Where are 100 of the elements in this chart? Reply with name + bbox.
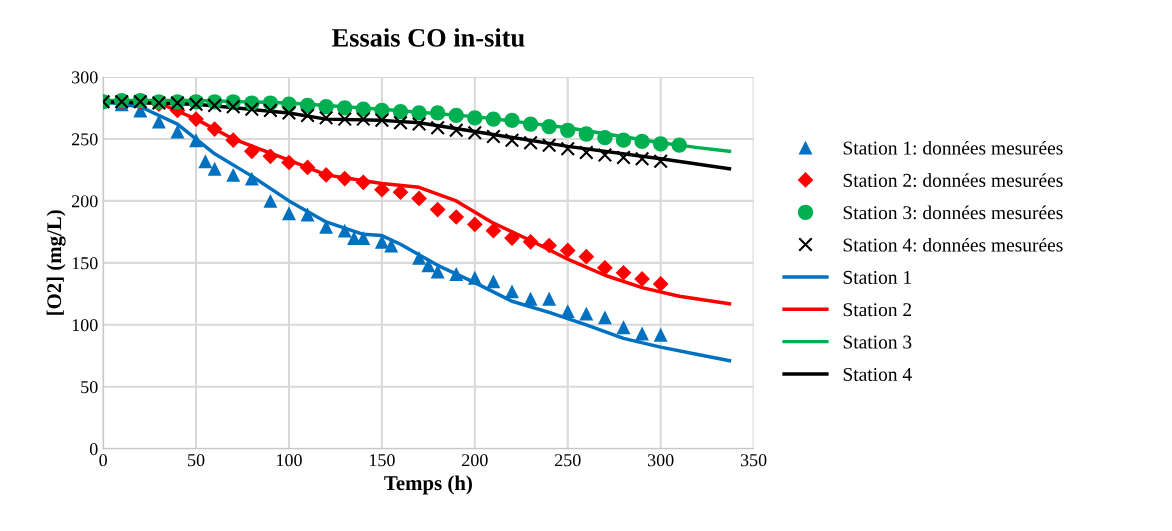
x-tick-label: 250	[555, 454, 581, 467]
point	[355, 174, 372, 191]
legend-label: Station 3: données mesurées	[843, 205, 1063, 220]
point	[616, 150, 631, 165]
point	[207, 98, 222, 113]
chart-title: Essais CO in-situ	[332, 28, 525, 47]
point	[262, 148, 279, 165]
point	[504, 112, 520, 128]
point	[449, 267, 464, 281]
point	[466, 216, 483, 233]
point	[522, 116, 539, 132]
point	[263, 103, 278, 118]
point	[374, 113, 390, 128]
point	[411, 116, 427, 132]
point	[671, 137, 687, 153]
legend-label: Station 1	[843, 270, 911, 284]
point	[281, 154, 297, 171]
point	[523, 291, 538, 306]
point	[188, 111, 204, 127]
legend-label: Station 4: données mesurées	[843, 237, 1063, 252]
point	[579, 145, 594, 160]
point	[559, 242, 576, 259]
point	[615, 132, 632, 148]
point	[281, 105, 297, 121]
point	[244, 101, 260, 117]
point	[448, 122, 464, 138]
point	[430, 120, 445, 136]
point	[634, 133, 650, 150]
x-tick-label: 300	[647, 454, 674, 467]
point	[504, 132, 520, 148]
point	[616, 320, 631, 335]
x-tick-label: 350	[740, 454, 767, 467]
point	[207, 161, 222, 176]
point	[597, 147, 613, 163]
x-tick-label: 100	[277, 454, 302, 467]
point	[579, 306, 594, 321]
point	[263, 193, 278, 208]
point	[189, 133, 203, 148]
x-tick-label: 200	[462, 454, 488, 467]
point	[336, 170, 353, 187]
point	[356, 231, 371, 246]
point	[393, 115, 408, 131]
point	[282, 206, 296, 221]
point	[430, 105, 446, 121]
legend-label: Station 1: données mesurées	[843, 140, 1063, 155]
point	[542, 291, 557, 306]
x-axis-title: Temps (h)	[384, 475, 472, 495]
point	[505, 284, 519, 299]
point	[356, 111, 371, 127]
point	[541, 118, 557, 135]
point	[411, 105, 427, 121]
legend-label: Station 2	[843, 303, 912, 317]
point	[411, 190, 427, 207]
point	[225, 132, 242, 149]
point	[560, 122, 576, 138]
point	[299, 97, 316, 114]
point	[319, 219, 334, 234]
point	[597, 130, 613, 146]
point	[467, 270, 482, 285]
point	[337, 100, 353, 116]
point	[486, 129, 501, 144]
point	[392, 184, 409, 201]
point	[523, 135, 538, 150]
point	[615, 264, 632, 281]
point	[485, 222, 502, 239]
point	[337, 111, 353, 127]
y-tick-label: 50	[81, 381, 98, 394]
point	[300, 207, 315, 222]
point	[318, 110, 334, 126]
point	[384, 238, 399, 253]
legend-label: Station 4	[843, 367, 912, 381]
point	[392, 104, 409, 120]
point	[560, 304, 575, 319]
point	[299, 159, 316, 176]
point	[578, 248, 595, 265]
point	[318, 167, 335, 183]
point	[597, 259, 613, 276]
point	[541, 137, 557, 153]
point	[226, 167, 241, 182]
point	[522, 233, 539, 250]
y-tick-label: 300	[72, 71, 98, 84]
point	[244, 171, 259, 186]
point	[597, 310, 612, 325]
x-tick-label: 0	[99, 454, 107, 467]
legend-label: Station 3	[843, 335, 912, 349]
point	[653, 136, 669, 152]
point	[467, 110, 483, 126]
y-axis-title: [O2] (mg/L)	[46, 210, 66, 315]
point	[578, 126, 594, 142]
point	[485, 111, 502, 127]
point	[430, 264, 445, 279]
point	[504, 230, 520, 246]
point	[300, 108, 315, 123]
point	[541, 237, 558, 254]
point	[170, 124, 185, 139]
y-tick-label: 0	[89, 442, 98, 456]
y-tick-label: 200	[71, 195, 98, 208]
point	[448, 209, 465, 225]
point	[412, 250, 427, 265]
point	[243, 143, 260, 160]
